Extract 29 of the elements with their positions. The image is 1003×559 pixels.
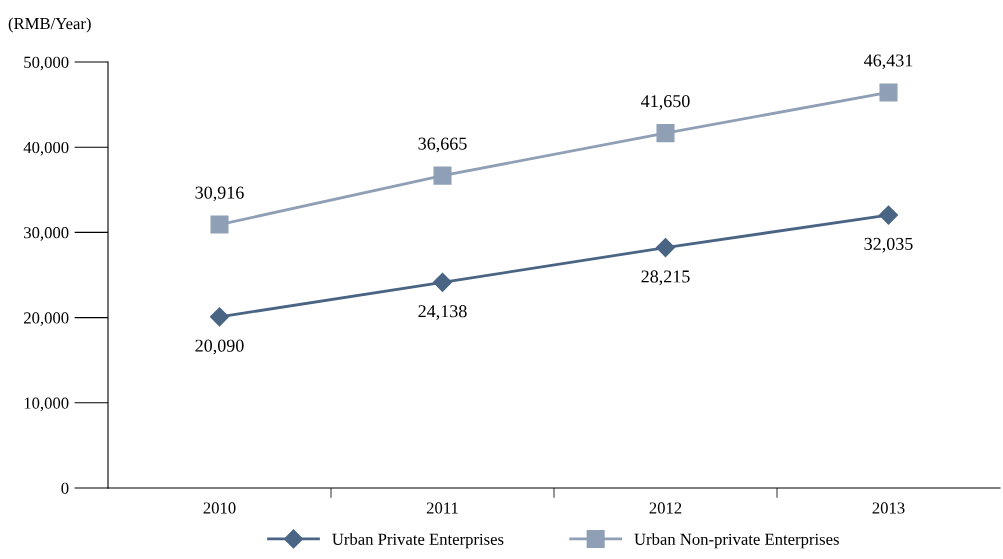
x-tick-label: 2012 [649,502,682,514]
data-label: 32,035 [864,237,913,253]
x-tick-label: 2011 [426,502,458,514]
y-tick-label: 30,000 [24,227,69,241]
point [656,124,675,143]
point [432,272,453,292]
legend-label: Urban Private Enterprises [332,533,504,549]
data-label: 41,650 [641,95,690,110]
y-tick-label: 50,000 [24,56,69,71]
y-tick-label: 40,000 [23,141,69,156]
point [209,307,230,327]
x-tick-label: 2010 [203,502,236,514]
data-label: 24,138 [418,305,467,320]
point [210,215,229,234]
y-tick-label: 0 [61,482,69,494]
data-label: 28,215 [641,270,690,286]
point [433,166,452,185]
y-tick-label: 20,000 [24,312,69,326]
data-label: 20,090 [195,339,244,355]
data-label: 30,916 [195,186,244,202]
legend-label: Urban Non-private Enterprises [634,533,839,549]
y-axis-title: (RMB/Year) [8,17,91,33]
data-label: 46,431 [864,54,913,70]
data-label: 36,665 [418,137,467,153]
point [655,238,676,258]
y-tick-label: 10,000 [24,397,69,412]
point [879,83,898,102]
x-tick-label: 2013 [872,502,905,514]
point [878,205,899,225]
